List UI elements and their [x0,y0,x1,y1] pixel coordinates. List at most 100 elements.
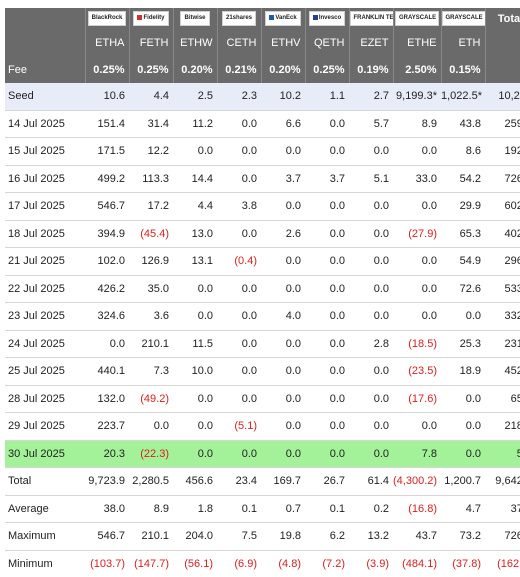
flow-cell: 0.0 [261,137,305,166]
flow-cell: (22.3) [129,440,173,468]
row-label: Seed [5,83,85,111]
table-row: 30 Jul 2025 20.3 (22.3) 0.0 0.0 0.0 0.0 0.0 7.8 0… [5,440,520,468]
flow-cell: 126.9 [129,247,173,276]
flow-cell: 0.0 [217,220,261,248]
flow-cell: (7.2) [322,557,345,570]
row-total-cell: 218.6 [485,412,520,441]
flow-cell: 0.1 [217,495,261,523]
flow-cell: (37.8) [452,557,481,570]
flow-cell: 0.0 [217,275,261,303]
flow-cell: 440.1 [85,357,129,386]
flow-cell: 0.0 [261,247,305,276]
fee-cell: 2.50% [393,56,442,83]
flow-cell: 61.4 [349,467,393,496]
ticker-header: EZET [349,29,394,56]
flow-cell: 0.0 [349,440,393,468]
flow-cell: 0.0 [217,385,261,413]
table-row: 22 Jul 2025 426.2 35.0 0.0 0.0 0.0 0.0 0.0 0.0 72… [5,275,520,303]
flow-cell: 31.4 [129,110,173,138]
table-row: 25 Jul 2025 440.1 7.3 10.0 0.0 0.0 0.0 0.0 (23.5… [5,357,520,386]
flow-cell: 0.0 [217,137,261,166]
row-label: 25 Jul 2025 [5,357,85,386]
row-label: Total [5,467,85,496]
table-row: 18 Jul 2025 394.9 (45.4) 13.0 0.0 2.6 0.0 0.0 (2… [5,220,520,248]
flow-cell: 4.4 [173,192,217,221]
flow-cell: 19.8 [261,522,305,551]
flow-cell: 499.2 [85,165,129,193]
flow-cell: 0.0 [305,302,349,331]
flow-cell: 0.0 [305,247,349,276]
flow-cell: 0.0 [349,137,393,166]
flow-cell: 7.3 [129,357,173,386]
flow-cell: 2,280.5 [129,467,173,496]
flow-cell: (17.6) [393,385,441,413]
flow-cell: 1,200.7 [441,467,485,496]
flow-cell: 8.9 [393,110,441,138]
row-label: 22 Jul 2025 [5,275,85,303]
flow-cell: 0.0 [349,385,393,413]
flow-cell: 0.0 [173,385,217,413]
table-row: Seed 10.6 4.4 2.5 2.3 10.2 1.1 2.7 9,199.3* 1,022… [5,83,520,111]
issuer-logo-row: BlackRock Fidelity Bitwise 21shares VanE… [5,8,520,29]
row-total-cell: 602.0 [485,192,520,221]
flow-cell: 5.7 [349,110,393,138]
flow-cell: 0.0 [305,385,349,413]
flow-cell: (45.4) [129,220,173,248]
flow-cell: 7.8 [393,440,441,468]
flow-cell: 72.6 [441,275,485,303]
issuer-logo: Invesco [305,8,350,29]
flow-cell: 73.2 [441,522,485,551]
flow-cell: 13.2 [349,522,393,551]
flow-cell: 0.0 [305,137,349,166]
grayscale-logo: GRAYSCALE [395,11,439,26]
flow-cell: 0.0 [129,412,173,441]
logo-corner [5,8,86,29]
flow-cell: 456.6 [173,467,217,496]
issuer-logo: GRAYSCALE [393,8,442,29]
flow-cell: 0.0 [261,412,305,441]
row-label: 24 Jul 2025 [5,330,85,358]
flow-cell: 0.0 [261,275,305,303]
flow-cell: 0.0 [393,412,441,441]
flow-cell: 0.0 [393,275,441,303]
row-total-cell: 332.2 [485,302,520,331]
row-label: Maximum [5,522,85,551]
flow-cell: 35.0 [129,275,173,303]
table-row: 24 Jul 2025 0.0 210.1 11.5 0.0 0.0 0.0 2.8 (18.5… [5,330,520,358]
flow-cell: 6.2 [305,522,349,551]
fee-row: Fee 0.25% 0.25% 0.20% 0.21% 0.20% 0.25% … [5,56,520,83]
flow-cell: 0.0 [305,110,349,138]
flow-cell: 7.5 [217,522,261,551]
table-row: 21 Jul 2025 102.0 126.9 13.1 (0.4) 0.0 0.0 0.0 0… [5,247,520,276]
flow-cell: 3.6 [129,302,173,331]
flow-cell: 3.7 [261,165,305,193]
ticker-header: ETH [441,29,486,56]
flow-cell: 17.2 [129,192,173,221]
fee-cell: 0.25% [305,56,350,83]
flow-cell: 223.7 [85,412,129,441]
flow-cell: 204.0 [173,522,217,551]
issuer-logo: FRANKLIN TEMPLETON [349,8,394,29]
flow-cell: 102.0 [85,247,129,276]
fee-label: Fee [5,56,86,83]
flow-cell: 10.2 [261,83,305,111]
flow-cell: 0.0 [349,247,393,276]
flow-cell: 1.1 [305,83,349,111]
flow-cell: 2.5 [173,83,217,111]
flow-cell: 10.6 [85,83,129,111]
fee-cell-total [485,56,520,83]
flow-cell: 54.2 [441,165,485,193]
flow-cell: 210.1 [129,330,173,358]
flow-cell: 0.0 [393,192,441,221]
row-total-cell: 231.2 [485,330,520,358]
flow-cell: 8.6 [441,137,485,166]
flow-cell: 324.6 [85,302,129,331]
issuer-logo: BlackRock [85,8,130,29]
flow-cell: 12.2 [129,137,173,166]
flow-cell: 0.0 [305,330,349,358]
row-total-cell: 296.5 [485,247,520,276]
flow-cell: 1.8 [173,495,217,523]
flow-cell: 9,723.9 [85,467,129,496]
flow-cell: 54.9 [441,247,485,276]
flow-cell: 426.2 [85,275,129,303]
